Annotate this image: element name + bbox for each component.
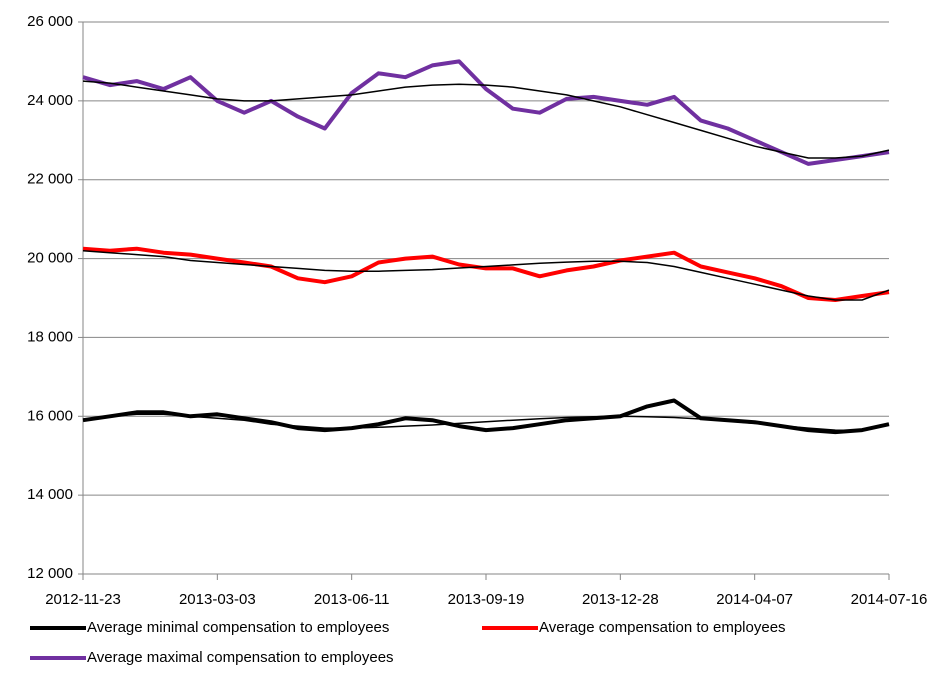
y-tick-label: 20 000 xyxy=(27,250,73,267)
y-tick-label: 16 000 xyxy=(27,407,73,424)
y-tick-label: 18 000 xyxy=(27,328,73,345)
y-tick-label: 14 000 xyxy=(27,486,73,503)
series-line xyxy=(82,59,890,166)
x-tick-label: 2014-07-16 xyxy=(851,591,928,608)
legend-label: Average minimal compensation to employee… xyxy=(87,619,389,636)
legend-label: Average compensation to employees xyxy=(539,619,786,636)
legend-label: Average maximal compensation to employee… xyxy=(87,649,394,666)
series-line xyxy=(82,413,890,432)
x-tick-label: 2013-03-03 xyxy=(179,591,256,608)
x-tick-label: 2014-04-07 xyxy=(716,591,793,608)
y-tick-label: 26 000 xyxy=(27,13,73,30)
y-tick-label: 22 000 xyxy=(27,171,73,188)
x-tick-label: 2013-12-28 xyxy=(582,591,659,608)
x-tick-label: 2013-06-11 xyxy=(314,591,390,608)
x-tick-label: 2013-09-19 xyxy=(448,591,525,608)
series-line xyxy=(82,249,890,301)
series-line xyxy=(82,398,890,435)
series-line xyxy=(82,246,890,302)
x-tick-label: 2012-11-23 xyxy=(45,591,121,608)
y-tick-label: 24 000 xyxy=(27,92,73,109)
series-line xyxy=(82,80,890,159)
y-tick-label: 12 000 xyxy=(27,565,73,582)
